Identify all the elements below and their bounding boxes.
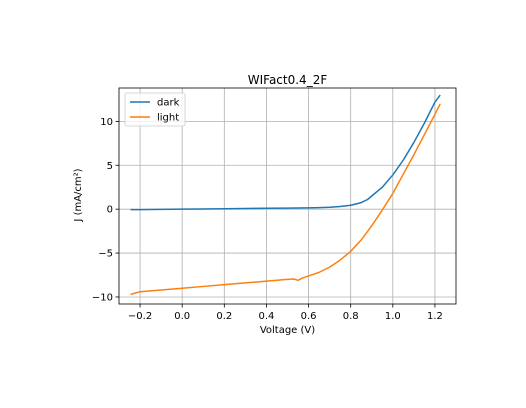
chart-title: WIFact0.4_2F — [248, 73, 328, 87]
series-line-dark — [130, 94, 441, 211]
y-tick-label: −5 — [98, 249, 113, 260]
x-tick-label: 0.6 — [301, 311, 317, 322]
series-layer — [130, 94, 441, 296]
y-tick-label: 5 — [107, 161, 113, 172]
series-line-light — [130, 103, 441, 296]
plot-frame — [118, 87, 457, 305]
legend-label: dark — [157, 98, 180, 109]
y-tick-label: −10 — [92, 292, 113, 303]
legend: dark light — [124, 92, 186, 127]
x-tick-label: 0.4 — [258, 311, 274, 322]
x-tick-label: 1.2 — [427, 311, 443, 322]
y-tick-label: 0 — [107, 205, 113, 216]
x-tick-label: 0.8 — [343, 311, 359, 322]
y-axis-label: J (mA/cm²) — [73, 168, 84, 222]
x-tick-label: 0.0 — [174, 311, 190, 322]
y-tick-label: 10 — [100, 117, 113, 128]
legend-label: light — [157, 113, 179, 124]
x-tick-label: 1.0 — [385, 311, 401, 322]
x-axis-label: Voltage (V) — [260, 325, 315, 336]
x-tick-label: −0.2 — [128, 311, 152, 322]
x-tick-label: 0.2 — [216, 311, 232, 322]
ticks: −0.2 0.0 0.2 0.4 0.6 0.8 1.0 1.2 −10 −5 0 5 10 — [92, 117, 443, 322]
